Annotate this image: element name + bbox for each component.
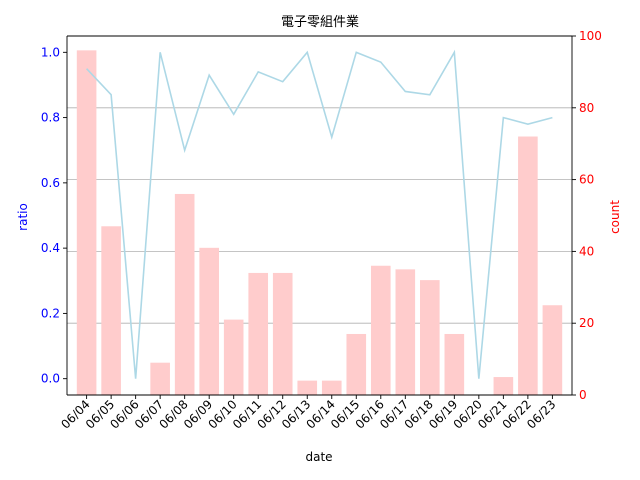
- bar-19: [542, 305, 563, 395]
- bar-6: [223, 319, 244, 395]
- left-axis-label: ratio: [16, 203, 30, 231]
- bar-7: [248, 272, 269, 395]
- bar-10: [321, 380, 342, 395]
- left-tick-label-0: 0.0: [41, 372, 60, 386]
- bar-15: [444, 333, 465, 395]
- bar-1: [101, 226, 121, 395]
- left-tick-label-1: 0.2: [41, 306, 60, 320]
- bar-12: [370, 265, 391, 395]
- left-tick-label-4: 0.8: [41, 111, 60, 125]
- bar-11: [346, 333, 367, 395]
- bar-14: [420, 280, 440, 395]
- right-axis-label: count: [608, 200, 622, 234]
- bar-4: [174, 193, 195, 395]
- right-tick-label-0: 0: [579, 388, 587, 402]
- right-tick-label-5: 100: [579, 29, 602, 43]
- bar-5: [199, 247, 219, 395]
- chart-title: 電子零組件業: [281, 14, 359, 30]
- axes: 0.00.20.40.60.81.002040608010006/0406/05…: [41, 29, 602, 432]
- x-tick-label-19: 06/23: [524, 397, 558, 431]
- bar-18: [518, 136, 538, 395]
- bar-8: [272, 272, 293, 395]
- bar-series: [76, 50, 563, 396]
- bar-0: [76, 50, 97, 396]
- bar-9: [297, 380, 318, 395]
- bar-17: [493, 377, 514, 395]
- left-tick-label-5: 1.0: [41, 45, 60, 59]
- left-tick-label-2: 0.4: [41, 241, 60, 255]
- x-axis-label: date: [305, 450, 332, 464]
- bar-3: [150, 362, 170, 395]
- line-series: [86, 49, 553, 379]
- right-tick-label-3: 60: [579, 173, 594, 187]
- ratio-line: [86, 49, 553, 379]
- right-tick-label-1: 20: [579, 316, 594, 330]
- left-tick-label-3: 0.6: [41, 176, 60, 190]
- right-tick-label-2: 40: [579, 244, 594, 258]
- right-tick-label-4: 80: [579, 101, 594, 115]
- bar-13: [395, 269, 416, 395]
